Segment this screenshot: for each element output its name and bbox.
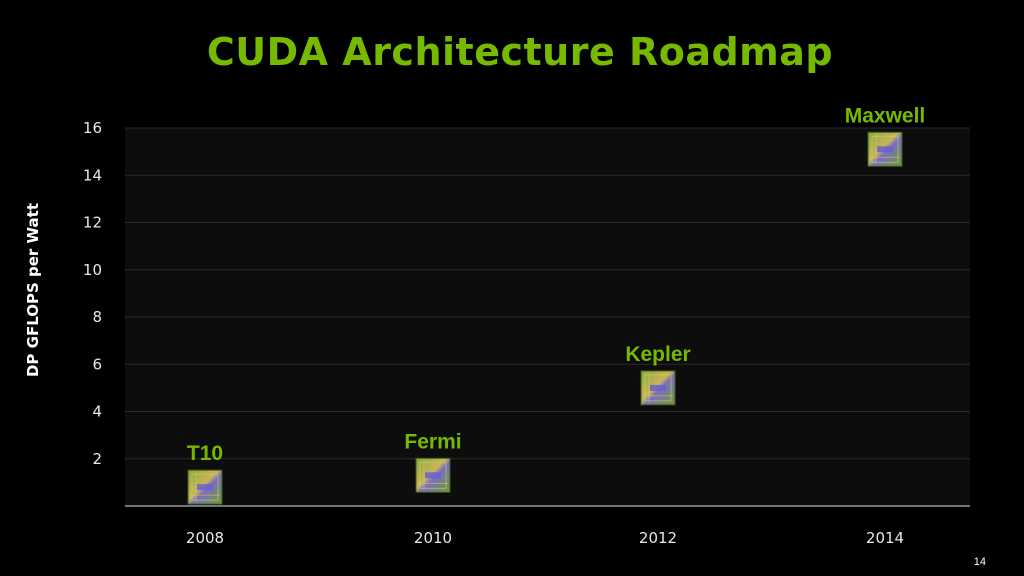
data-point-label: Fermi (404, 430, 461, 453)
y-tick-label: 12 (83, 214, 102, 232)
y-tick-label: 6 (92, 355, 102, 373)
x-tick-label: 2010 (414, 529, 452, 547)
data-point-label: Kepler (625, 343, 690, 366)
data-point-chip (415, 457, 451, 493)
y-tick-label: 10 (83, 261, 102, 279)
page-number: 14 (973, 556, 986, 568)
data-point-label: Maxwell (845, 104, 926, 127)
y-tick-label: 4 (92, 403, 102, 421)
y-tick-label: 8 (92, 308, 102, 326)
data-point-label: T10 (187, 442, 223, 465)
y-tick-label: 16 (83, 119, 102, 137)
y-tick-label: 2 (92, 450, 102, 468)
y-tick-label: 14 (83, 166, 102, 184)
chart-title: CUDA Architecture Roadmap (206, 30, 834, 74)
data-point-chip (867, 131, 903, 167)
x-tick-label: 2014 (866, 529, 904, 547)
data-point-chip (640, 370, 676, 406)
x-tick-label: 2012 (639, 529, 677, 547)
data-point-chip (187, 469, 223, 505)
x-tick-label: 2008 (186, 529, 224, 547)
